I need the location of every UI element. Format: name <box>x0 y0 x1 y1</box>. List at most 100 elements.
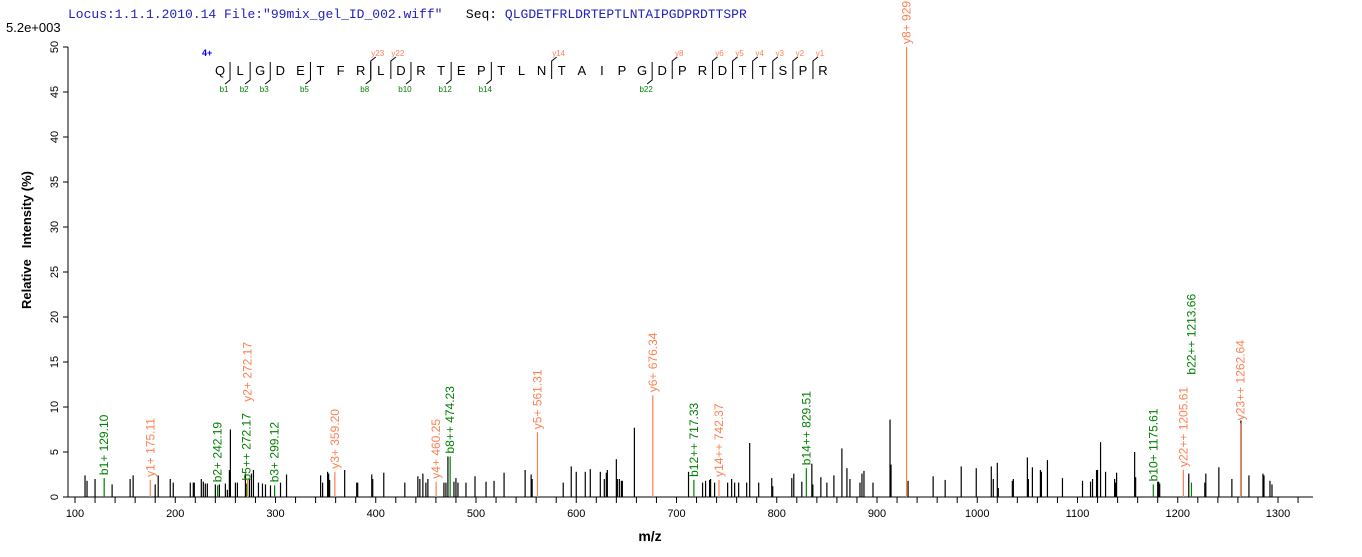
b-ion-marker <box>486 62 492 85</box>
locus-label: Locus:1.1.1.2010.14 <box>68 7 217 22</box>
residue: P <box>678 63 687 78</box>
b-ion-marker <box>646 62 653 85</box>
residue: P <box>799 63 808 78</box>
y-tick-label: 30 <box>49 221 61 233</box>
file-label: File:"99mix_gel_ID_002.wiff" <box>224 7 443 22</box>
y-tick-label: 35 <box>49 176 61 188</box>
b-ion-label: b12++ 717.33 <box>687 402 701 476</box>
y-tick-label: 25 <box>49 266 61 278</box>
charge-state: 4+ <box>202 48 212 58</box>
residue: Q <box>215 63 225 78</box>
y-ion-marker <box>551 56 557 79</box>
x-tick-label: 400 <box>367 508 385 520</box>
b-ion-label: b14++ 829.51 <box>799 391 813 465</box>
b-ion-label: b8++ 474.23 <box>443 386 457 454</box>
y-ion-tag: y22 <box>391 49 404 58</box>
b-ion-tag: b22 <box>639 85 653 94</box>
y-tick-label: 40 <box>49 131 61 143</box>
y-ion-tag: y23 <box>371 49 384 58</box>
residue: P <box>477 63 486 78</box>
y-ion-marker <box>711 56 718 79</box>
x-tick-label: 1100 <box>1066 508 1090 520</box>
y-tick-label: 10 <box>49 401 61 413</box>
x-tick-label: 1300 <box>1266 508 1290 520</box>
b-ion-tag: b5 <box>300 85 309 94</box>
y-ion-marker <box>772 56 779 79</box>
y-ion-marker <box>732 56 738 79</box>
residue: G <box>637 63 647 78</box>
b-ion-tag: b12 <box>438 85 452 94</box>
b-ion-label: b22++ 1213.66 <box>1184 294 1198 375</box>
b-ion-marker <box>244 62 251 85</box>
b-ion-tag: b10 <box>398 85 412 94</box>
residue: E <box>296 63 305 78</box>
y-ion-label: y8+ 929.48 <box>900 0 914 44</box>
b-ion-marker <box>365 62 372 85</box>
b-ion-marker <box>224 62 231 85</box>
y-ion-marker <box>812 56 819 79</box>
y-ion-label: y5+ 561.31 <box>530 369 544 429</box>
b-ion-tag: b2 <box>240 85 249 94</box>
y-ion-tag: y2 <box>796 49 805 58</box>
y-ion-tag: y8 <box>675 49 684 58</box>
y-tick-label: 45 <box>49 86 61 98</box>
y-ion-marker <box>370 56 377 79</box>
x-tick-label: 100 <box>66 508 84 520</box>
residue: D <box>396 63 405 78</box>
y-ion-marker <box>671 56 678 79</box>
b-ion-marker <box>445 62 452 85</box>
x-tick-label: 200 <box>166 508 184 520</box>
residue: G <box>255 63 265 78</box>
spectrum-header: Locus:1.1.1.2010.14 File:"99mix_gel_ID_0… <box>68 7 747 22</box>
b-ion-label: b1+ 129.10 <box>97 414 111 475</box>
residue: D <box>276 63 285 78</box>
x-tick-label: 800 <box>768 508 786 520</box>
y-ion-label: y22++ 1205.61 <box>1176 387 1190 467</box>
b-ion-tag: b3 <box>260 85 269 94</box>
y-ion-label: y23++ 1262.64 <box>1234 340 1248 420</box>
b-ion-marker <box>264 62 271 85</box>
y-ion-tag: y5 <box>735 49 744 58</box>
seq-label: Seq: <box>465 7 498 22</box>
residue: R <box>818 63 827 78</box>
y-tick-label: 0 <box>49 494 61 500</box>
residue: R <box>416 63 425 78</box>
y-axis-label: Relative Intensity (%) <box>19 171 34 309</box>
y-ion-tag: y3 <box>776 49 785 58</box>
x-tick-label: 900 <box>868 508 886 520</box>
residue: L <box>518 63 525 78</box>
residue: L <box>377 63 384 78</box>
residue: T <box>558 63 566 78</box>
residue: D <box>658 63 667 78</box>
b-ion-label: b2+ 242.19 <box>211 422 225 483</box>
residue: A <box>577 63 586 78</box>
residue: S <box>778 63 787 78</box>
y-ion-marker <box>792 56 799 79</box>
b-ion-tag: b14 <box>479 85 493 94</box>
x-tick-label: 1200 <box>1166 508 1190 520</box>
residue: E <box>457 63 466 78</box>
b-ion-tag: b8 <box>360 85 369 94</box>
residue: F <box>337 63 345 78</box>
y-ion-label: y14++ 742.37 <box>712 403 726 477</box>
b-ion-tag: b1 <box>220 85 229 94</box>
b-ion-marker <box>405 62 412 85</box>
residue: L <box>236 63 243 78</box>
residue: R <box>356 63 365 78</box>
y-ion-tag: y14 <box>552 49 565 58</box>
residue: T <box>739 63 747 78</box>
y-ion-label: y3+ 359.20 <box>328 409 342 469</box>
residue: T <box>317 63 325 78</box>
x-tick-label: 1000 <box>965 508 989 520</box>
y-ion-label: y2+ 272.17 <box>241 342 255 402</box>
residue: T <box>759 63 767 78</box>
x-tick-label: 500 <box>467 508 485 520</box>
b-ion-label: b5++ 272.17 <box>240 413 254 481</box>
b-ion-label: b3+ 299.12 <box>268 422 282 483</box>
x-tick-label: 300 <box>266 508 284 520</box>
y-ion-label: y6+ 676.34 <box>646 332 660 392</box>
y-ion-label: y1+ 175.11 <box>143 418 157 477</box>
y-ion-marker <box>390 56 397 79</box>
x-tick-label: 600 <box>567 508 585 520</box>
